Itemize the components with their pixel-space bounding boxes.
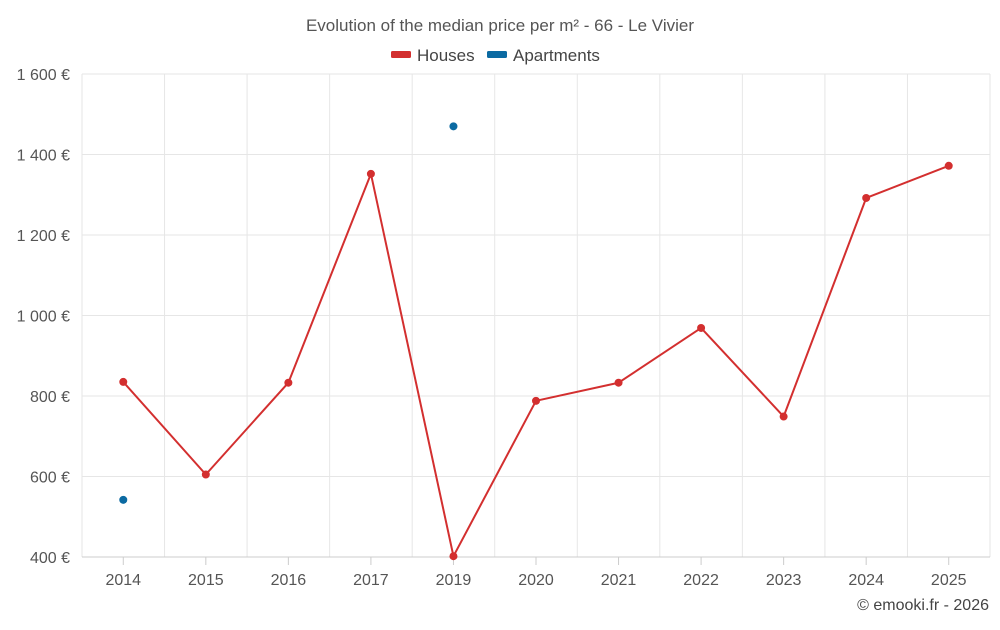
data-point-houses xyxy=(614,378,623,387)
y-tick-label: 1 600 € xyxy=(17,67,70,84)
grid-lines xyxy=(81,73,991,557)
x-tick-label: 2017 xyxy=(353,572,389,589)
data-point-houses xyxy=(779,412,788,421)
data-point-houses xyxy=(366,169,375,178)
y-tick-label: 1 200 € xyxy=(17,228,70,245)
x-tick-label: 2022 xyxy=(683,572,719,589)
x-tick-label: 2020 xyxy=(518,572,554,589)
data-point-houses xyxy=(119,377,128,386)
data-point-apartments xyxy=(449,122,458,131)
data-point-houses xyxy=(201,470,210,479)
data-point-houses xyxy=(944,161,953,170)
x-tick-label: 2019 xyxy=(436,572,472,589)
legend: Houses Apartments xyxy=(391,46,600,65)
legend-label-apartments: Apartments xyxy=(513,46,600,65)
x-tick-label: 2024 xyxy=(848,572,884,589)
y-tick-label: 400 € xyxy=(30,550,70,567)
legend-swatch-houses xyxy=(391,51,411,58)
legend-item-houses[interactable]: Houses xyxy=(391,46,475,65)
data-point-houses xyxy=(284,378,293,387)
x-tick-label: 2014 xyxy=(105,572,141,589)
data-point-houses xyxy=(532,396,540,405)
chart-title: Evolution of the median price per m² - 6… xyxy=(306,16,694,35)
x-tick-label: 2021 xyxy=(601,572,637,589)
data-point-apartments xyxy=(119,495,128,504)
legend-label-houses: Houses xyxy=(417,46,475,65)
y-tick-label: 1 400 € xyxy=(17,148,70,165)
axes: 400 € 600 € 800 € 1 000 € 1 200 € 1 400 € 1 60… xyxy=(17,67,990,589)
chart-credit: © emooki.fr - 2026 xyxy=(857,597,989,614)
x-tick-label: 2015 xyxy=(188,572,224,589)
data-point-houses xyxy=(449,552,458,561)
series-layer xyxy=(119,122,953,561)
data-point-houses xyxy=(862,193,871,202)
legend-item-apartments[interactable]: Apartments xyxy=(487,46,600,65)
y-tick-label: 600 € xyxy=(30,470,70,487)
y-tick-label: 1 000 € xyxy=(17,309,70,326)
legend-swatch-apartments xyxy=(487,51,507,58)
x-tick-label: 2023 xyxy=(766,572,802,589)
x-tick-label: 2016 xyxy=(271,572,307,589)
data-point-houses xyxy=(697,323,706,332)
y-tick-label: 800 € xyxy=(30,389,70,406)
x-tick-label: 2025 xyxy=(931,572,967,589)
